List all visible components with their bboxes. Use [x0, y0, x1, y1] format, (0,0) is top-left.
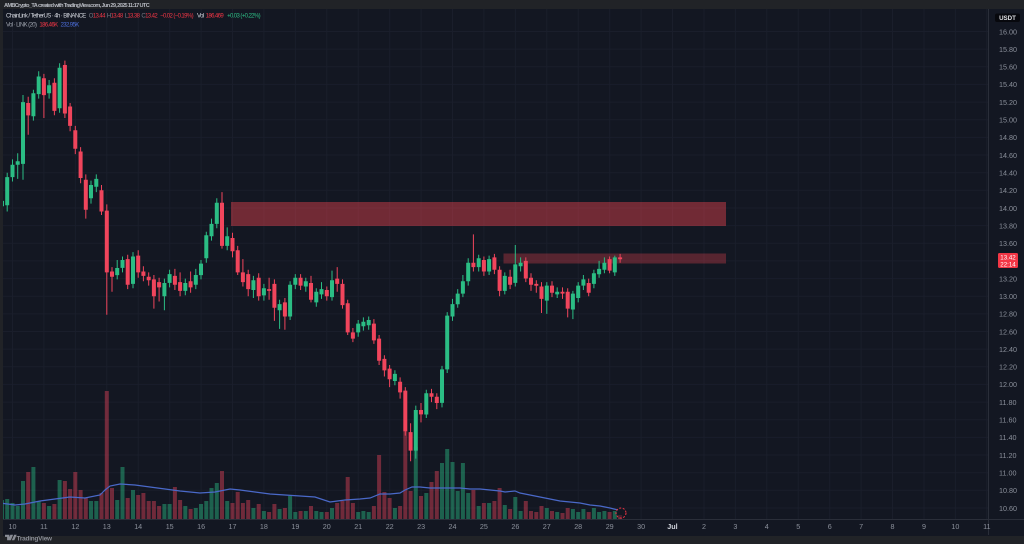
svg-text:12.00: 12.00 — [999, 380, 1017, 389]
svg-text:12: 12 — [71, 522, 79, 531]
svg-text:28: 28 — [574, 522, 582, 531]
svg-text:15.00: 15.00 — [999, 116, 1017, 125]
svg-text:16.00: 16.00 — [999, 27, 1017, 36]
svg-text:14.60: 14.60 — [999, 151, 1017, 160]
svg-text:13: 13 — [103, 522, 111, 531]
svg-text:10.60: 10.60 — [999, 504, 1017, 513]
svg-text:12.80: 12.80 — [999, 310, 1017, 319]
svg-text:21: 21 — [354, 522, 362, 531]
svg-text:6: 6 — [828, 522, 832, 531]
svg-text:11: 11 — [40, 522, 47, 531]
svg-text:13.00: 13.00 — [999, 292, 1017, 301]
svg-text:10.80: 10.80 — [999, 486, 1017, 495]
svg-text:AMBCrypto_TA created with Trad: AMBCrypto_TA created with TradingView.co… — [4, 3, 150, 9]
svg-text:10: 10 — [9, 522, 17, 531]
svg-text:26: 26 — [511, 522, 519, 531]
svg-text:4: 4 — [765, 522, 769, 531]
svg-text:3: 3 — [733, 522, 737, 531]
svg-text:22:14: 22:14 — [1000, 261, 1016, 268]
svg-text:14.80: 14.80 — [999, 133, 1017, 142]
svg-text:13.20: 13.20 — [999, 274, 1017, 283]
svg-text:7: 7 — [859, 522, 863, 531]
svg-text:13.42: 13.42 — [1000, 255, 1016, 262]
svg-text:USDT: USDT — [999, 15, 1016, 22]
svg-text:22: 22 — [386, 522, 394, 531]
svg-text:27: 27 — [543, 522, 551, 531]
svg-text:10: 10 — [951, 522, 959, 531]
svg-text:11.80: 11.80 — [999, 398, 1016, 407]
svg-text:14.20: 14.20 — [999, 186, 1017, 195]
svg-text:15: 15 — [166, 522, 174, 531]
svg-text:12.60: 12.60 — [999, 327, 1017, 336]
svg-text:11.20: 11.20 — [999, 451, 1016, 460]
svg-text:23: 23 — [417, 522, 425, 531]
svg-text:24: 24 — [449, 522, 457, 531]
svg-text:18: 18 — [260, 522, 268, 531]
svg-text:11.40: 11.40 — [999, 433, 1016, 442]
svg-text:13.80: 13.80 — [999, 221, 1017, 230]
svg-text:14.00: 14.00 — [999, 204, 1017, 213]
svg-text:25: 25 — [480, 522, 488, 531]
svg-text:11: 11 — [983, 522, 990, 531]
svg-text:20: 20 — [323, 522, 331, 531]
svg-text:15.60: 15.60 — [999, 63, 1017, 72]
svg-text:8: 8 — [891, 522, 895, 531]
svg-text:14: 14 — [134, 522, 142, 531]
svg-text:Jul: Jul — [667, 522, 677, 531]
svg-text:12.20: 12.20 — [999, 363, 1017, 372]
svg-text:16: 16 — [197, 522, 205, 531]
svg-text:13.60: 13.60 — [999, 239, 1017, 248]
svg-text:12.40: 12.40 — [999, 345, 1017, 354]
svg-text:TradingView: TradingView — [17, 535, 53, 542]
svg-text:19: 19 — [291, 522, 299, 531]
svg-text:15.80: 15.80 — [999, 45, 1017, 54]
svg-text:15.20: 15.20 — [999, 98, 1017, 107]
svg-text:29: 29 — [606, 522, 614, 531]
svg-text:9: 9 — [922, 522, 926, 531]
svg-text:30: 30 — [637, 522, 645, 531]
svg-text:15.40: 15.40 — [999, 80, 1017, 89]
svg-text:11.00: 11.00 — [999, 469, 1016, 478]
svg-text:11.60: 11.60 — [999, 416, 1016, 425]
svg-text:5: 5 — [796, 522, 800, 531]
svg-text:ChainLink / TetherUS · 4h · BI: ChainLink / TetherUS · 4h · BINANCE O13.4… — [6, 14, 261, 20]
svg-text:2: 2 — [702, 522, 706, 531]
svg-text:14.40: 14.40 — [999, 169, 1017, 178]
svg-text:17: 17 — [229, 522, 237, 531]
